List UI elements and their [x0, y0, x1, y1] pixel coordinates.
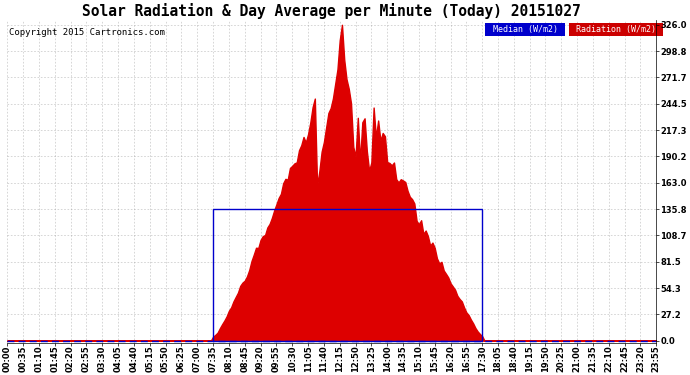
Text: Copyright 2015 Cartronics.com: Copyright 2015 Cartronics.com: [8, 28, 164, 37]
Bar: [213, 209, 482, 340]
Text: Radiation (W/m2): Radiation (W/m2): [571, 25, 660, 34]
Text: Median (W/m2): Median (W/m2): [488, 25, 562, 34]
Title: Solar Radiation & Day Average per Minute (Today) 20151027: Solar Radiation & Day Average per Minute…: [82, 3, 581, 19]
